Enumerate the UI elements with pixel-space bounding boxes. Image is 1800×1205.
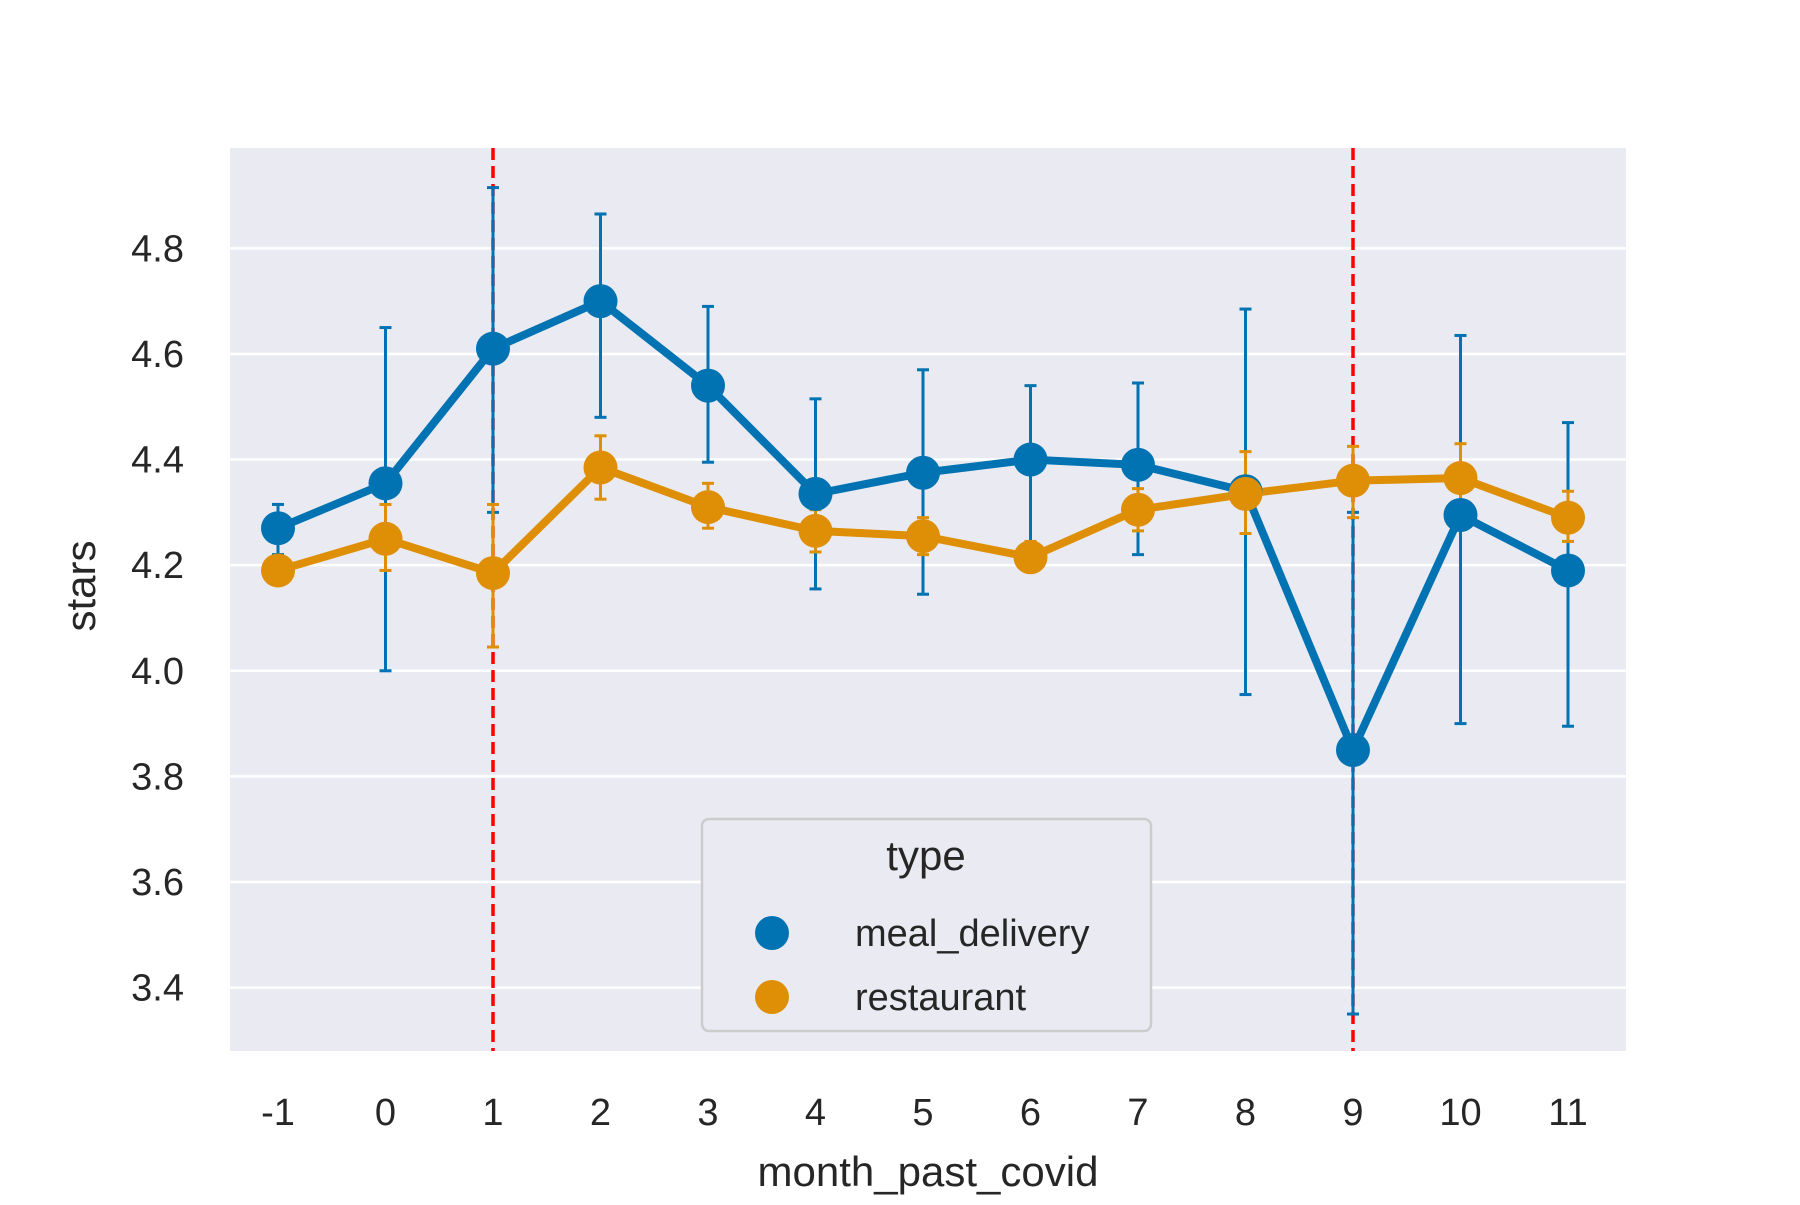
data-point [1013,442,1048,477]
data-point [1228,476,1263,511]
y-tick-label: 4.8 [131,228,184,270]
data-point [1013,540,1048,575]
x-tick-label: 9 [1342,1092,1363,1134]
x-tick-label: 10 [1439,1092,1481,1134]
data-point [1551,500,1585,535]
legend-marker [755,980,789,1014]
data-point [368,466,403,501]
y-tick-label: 4.0 [131,651,184,693]
legend-marker [755,916,789,950]
x-tick-labels: -1 0 1 2 3 4 5 6 7 8 9 10 11 [261,1092,1588,1134]
x-tick-label: 6 [1020,1092,1041,1134]
y-tick-label: 3.8 [131,756,184,798]
legend-label: meal_delivery [855,913,1089,955]
x-tick-label: 7 [1127,1092,1148,1134]
data-point [1551,553,1585,588]
data-point [1336,733,1370,767]
y-tick-labels: 3.4 3.6 3.8 4.0 4.2 4.4 4.6 4.8 [131,228,184,1009]
x-tick-label: 4 [805,1092,826,1134]
y-tick-label: 3.4 [131,968,184,1010]
data-point [1121,447,1155,482]
legend: type meal_delivery restaurant [700,817,1153,1033]
data-point [1121,492,1155,527]
x-tick-label: 1 [482,1092,503,1134]
data-point [583,284,618,319]
x-tick-label: 2 [590,1092,611,1134]
x-tick-label: 5 [912,1092,933,1134]
data-points [261,284,1585,767]
data-point [1443,461,1478,496]
x-tick-label: 0 [375,1092,396,1134]
data-point [476,556,510,591]
data-point [691,368,725,403]
data-point [583,450,618,485]
data-point [261,553,295,588]
x-tick-label: 11 [1548,1092,1587,1134]
data-point [261,511,295,546]
data-point [1336,463,1370,498]
y-tick-label: 3.6 [131,862,184,904]
legend-items: meal_delivery restaurant [755,913,1089,1019]
data-point [798,476,833,511]
y-tick-label: 4.4 [131,440,184,482]
y-tick-label: 4.6 [131,334,184,376]
data-point [476,331,510,366]
x-tick-label: 8 [1235,1092,1256,1134]
x-tick-label: -1 [261,1092,295,1134]
data-point [798,513,833,548]
x-axis-label: month_past_covid [758,1148,1099,1195]
y-tick-label: 4.2 [131,545,184,587]
data-point [368,521,403,556]
data-point [906,519,940,554]
legend-title: type [886,832,965,879]
legend-label: restaurant [855,977,1027,1019]
data-point [1443,498,1478,533]
data-point [906,455,940,490]
data-point [691,490,725,525]
x-tick-label: 3 [697,1092,718,1134]
y-axis-label: stars [57,540,104,631]
legend-frame [700,817,1153,1033]
